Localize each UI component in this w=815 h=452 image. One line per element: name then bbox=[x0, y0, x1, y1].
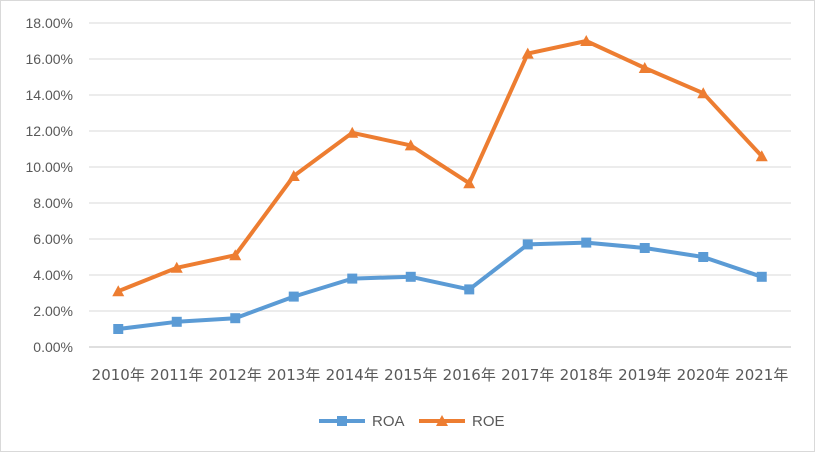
x-axis-ticks: 2010年 2011年 2012年 2013年 2014年 2015年 2016年 2017年… bbox=[92, 366, 789, 384]
y-tick-label: 2.00% bbox=[33, 303, 73, 319]
x-tick-label: 2011年 bbox=[150, 366, 203, 384]
data-point-roe bbox=[463, 177, 476, 189]
data-point-roa bbox=[698, 252, 709, 262]
data-point-roe bbox=[404, 139, 417, 151]
x-tick-label: 2018年 bbox=[560, 366, 613, 384]
legend-item-roe: ROE bbox=[419, 413, 505, 430]
x-tick-label: 2021年 bbox=[735, 366, 788, 384]
data-point-roa bbox=[171, 316, 182, 327]
series-roa bbox=[113, 237, 767, 334]
legend: ROA ROE bbox=[319, 413, 505, 430]
data-point-roa bbox=[522, 239, 533, 250]
x-tick-label: 2020年 bbox=[677, 366, 730, 384]
series-layer bbox=[112, 35, 768, 334]
y-tick-label: 0.00% bbox=[33, 339, 73, 355]
data-point-roe bbox=[638, 62, 651, 73]
gridlines bbox=[89, 22, 791, 348]
data-point-roe bbox=[229, 249, 242, 261]
data-point-roa bbox=[464, 284, 475, 295]
series-roe bbox=[112, 35, 768, 297]
y-tick-label: 4.00% bbox=[33, 267, 73, 283]
x-tick-label: 2014年 bbox=[326, 366, 379, 384]
legend-item-roa: ROA bbox=[319, 413, 405, 430]
x-tick-label: 2019年 bbox=[618, 366, 671, 384]
data-point-roa bbox=[581, 237, 592, 248]
x-tick-label: 2016年 bbox=[443, 366, 496, 384]
y-tick-label: 8.00% bbox=[33, 195, 73, 211]
legend-marker-roe bbox=[436, 415, 448, 426]
data-point-roe bbox=[170, 261, 183, 273]
y-tick-label: 14.00% bbox=[26, 87, 73, 103]
data-point-roe bbox=[521, 47, 534, 59]
data-point-roe bbox=[755, 150, 768, 162]
x-tick-label: 2017年 bbox=[501, 366, 554, 384]
y-tick-label: 18.00% bbox=[26, 15, 73, 31]
y-tick-label: 12.00% bbox=[26, 123, 73, 139]
data-point-roa bbox=[113, 324, 124, 334]
data-point-roa bbox=[639, 243, 650, 253]
y-axis-ticks: 0.00% 2.00% 4.00% 6.00% 8.00% 10.00% 12.00% 14.… bbox=[26, 15, 73, 355]
legend-label-roe: ROE bbox=[472, 413, 505, 430]
legend-marker-roa bbox=[337, 416, 347, 426]
x-tick-label: 2013年 bbox=[267, 366, 320, 384]
data-point-roa bbox=[405, 271, 416, 282]
x-tick-label: 2012年 bbox=[209, 366, 262, 384]
data-point-roa bbox=[347, 273, 358, 284]
x-tick-label: 2010年 bbox=[92, 366, 145, 384]
series-line-roa bbox=[116, 240, 764, 331]
data-point-roe bbox=[287, 170, 300, 181]
data-point-roa bbox=[288, 291, 299, 302]
y-tick-label: 16.00% bbox=[26, 51, 73, 67]
series-line-roe bbox=[116, 39, 764, 294]
data-point-roa bbox=[756, 271, 767, 282]
y-tick-label: 6.00% bbox=[33, 231, 73, 247]
data-point-roe bbox=[697, 87, 710, 99]
legend-label-roa: ROA bbox=[372, 413, 405, 430]
y-tick-label: 10.00% bbox=[26, 159, 73, 175]
data-point-roa bbox=[230, 313, 241, 324]
data-point-roe bbox=[580, 35, 593, 46]
x-tick-label: 2015年 bbox=[384, 366, 437, 384]
data-point-roe bbox=[346, 126, 359, 138]
data-point-roe bbox=[112, 285, 125, 297]
